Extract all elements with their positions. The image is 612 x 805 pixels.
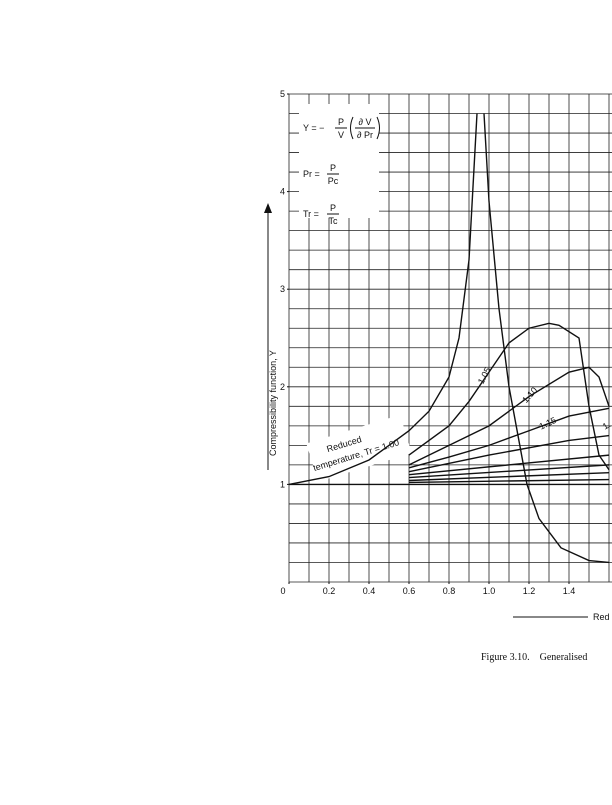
curve — [408, 407, 610, 469]
x-tick-label: 0.6 — [403, 586, 416, 596]
x-tick-label: 0.2 — [323, 586, 336, 596]
x-tick-label: 0.8 — [443, 586, 456, 596]
formula-den: V — [338, 130, 344, 140]
curve — [408, 322, 610, 471]
x-tick-label: 1.0 — [483, 586, 496, 596]
label-background — [306, 414, 412, 482]
y-tick-label: 1 — [280, 479, 285, 489]
y-tick-label: 4 — [280, 187, 285, 197]
formula-num: P — [330, 163, 336, 173]
curve — [408, 366, 610, 466]
curve — [408, 478, 610, 484]
curve — [408, 464, 610, 479]
curve-label: 1. — [601, 419, 612, 431]
y-tick-label: 2 — [280, 382, 285, 392]
formula-den: Tc — [329, 216, 339, 226]
y-axis-arrow-head — [264, 203, 272, 213]
paren — [350, 116, 380, 140]
y-tick-label: 3 — [280, 284, 285, 294]
x-axis-label: Red — [593, 612, 610, 622]
formula-num: ∂ V — [359, 117, 372, 127]
y-tick-label: 5 — [280, 89, 285, 99]
formula-den: ∂ Pr — [357, 130, 373, 140]
formula-num: P — [338, 117, 344, 127]
caption: Figure 3.10. Generalised — [481, 652, 587, 663]
formula-lhs: Tr = — [303, 209, 319, 219]
y-axis-label: Compressibility function, Y — [268, 350, 278, 456]
formula-den: Pc — [328, 176, 339, 186]
curve-label: 1.10 — [520, 385, 539, 405]
x-tick-label: 1.2 — [523, 586, 536, 596]
curve — [408, 434, 610, 473]
formula-lhs: Y = − — [303, 123, 324, 133]
formula-background — [299, 104, 379, 218]
curve-label: 1.15 — [538, 415, 558, 431]
formula-lhs: Pr = — [303, 169, 320, 179]
x-tick-label: 0.4 — [363, 586, 376, 596]
curve-label: 1.05 — [476, 366, 493, 386]
x-tick-label: 1.4 — [563, 586, 576, 596]
formula-num: P — [330, 203, 336, 213]
curve — [408, 454, 610, 476]
x-tick-label: 0 — [280, 586, 285, 596]
curve — [408, 471, 610, 482]
